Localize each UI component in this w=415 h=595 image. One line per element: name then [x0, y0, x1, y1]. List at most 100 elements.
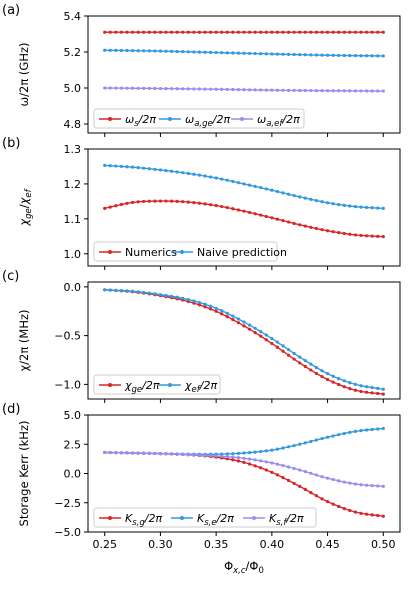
- data-point: [125, 451, 129, 455]
- data-point: [359, 389, 363, 394]
- data-point: [236, 451, 241, 455]
- data-point: [325, 435, 330, 439]
- data-point: [348, 387, 352, 391]
- data-point: [197, 303, 202, 307]
- y-tick-label: 2.5: [64, 438, 82, 451]
- data-point: [220, 51, 224, 55]
- data-point: [208, 304, 213, 308]
- data-point: [108, 86, 112, 90]
- data-point: [259, 449, 263, 454]
- y-tick-label: 5.2: [64, 46, 82, 59]
- data-point: [192, 30, 196, 34]
- data-point: [286, 445, 291, 449]
- data-point: [364, 54, 369, 58]
- data-point: [247, 462, 252, 466]
- legend-marker: [168, 117, 172, 121]
- data-point: [114, 164, 118, 168]
- data-point: [348, 53, 352, 58]
- data-point: [203, 87, 207, 91]
- data-point: [342, 506, 346, 511]
- data-point: [314, 30, 319, 34]
- data-point: [236, 317, 241, 321]
- data-point: [175, 452, 179, 456]
- data-point: [342, 203, 346, 207]
- data-point: [158, 30, 163, 34]
- data-point: [264, 88, 268, 92]
- data-point: [119, 288, 124, 293]
- data-point: [186, 30, 190, 34]
- data-point: [281, 52, 285, 56]
- data-point: [164, 87, 168, 91]
- legend-box: [93, 507, 317, 528]
- data-point: [242, 209, 246, 213]
- data-point: [169, 199, 174, 203]
- data-point: [147, 49, 151, 53]
- data-point: [192, 50, 196, 54]
- y-tick-label: −2.5: [54, 497, 81, 510]
- data-point: [353, 382, 358, 386]
- data-point: [253, 51, 257, 56]
- data-point: [337, 479, 341, 483]
- data-point: [337, 504, 341, 509]
- data-point: [364, 89, 369, 93]
- data-point: [376, 484, 380, 488]
- data-point: [298, 361, 302, 365]
- data-point: [320, 89, 324, 93]
- data-point: [175, 87, 179, 91]
- data-point: [125, 86, 129, 90]
- series-2: [103, 48, 385, 58]
- data-point: [309, 439, 313, 444]
- data-point: [381, 30, 385, 34]
- data-point: [220, 309, 224, 313]
- data-point: [231, 51, 235, 55]
- y-tick-label: 4.8: [64, 118, 82, 131]
- data-point: [270, 52, 274, 56]
- data-point: [225, 51, 229, 55]
- data-point: [286, 353, 291, 357]
- data-point: [197, 453, 202, 457]
- series-line: [104, 427, 384, 456]
- data-point: [381, 392, 385, 396]
- data-point: [292, 357, 296, 361]
- data-point: [270, 448, 274, 452]
- data-point: [169, 87, 174, 91]
- data-point: [364, 234, 369, 238]
- y-tick-label: 0.0: [64, 468, 82, 481]
- data-point: [298, 88, 302, 93]
- data-point: [370, 30, 374, 34]
- data-point: [309, 490, 313, 495]
- data-point: [214, 50, 218, 55]
- data-point: [214, 30, 218, 34]
- data-point: [242, 460, 246, 464]
- data-point: [225, 311, 229, 315]
- series-2: [103, 163, 385, 210]
- axes-frame: [87, 148, 401, 267]
- data-point: [247, 451, 252, 455]
- data-point: [203, 302, 207, 306]
- data-point: [264, 333, 268, 337]
- data-point: [259, 30, 263, 34]
- series-1: [103, 199, 385, 239]
- data-point: [197, 300, 202, 305]
- data-point: [231, 87, 235, 92]
- data-point: [348, 481, 352, 485]
- data-point: [142, 86, 146, 90]
- data-point: [136, 166, 140, 170]
- data-point: [264, 52, 268, 56]
- data-point: [320, 497, 324, 501]
- data-point: [264, 468, 268, 472]
- data-point: [242, 324, 246, 328]
- data-point: [125, 201, 129, 205]
- data-point: [192, 172, 196, 176]
- data-point: [175, 170, 179, 174]
- series-2: [103, 288, 385, 391]
- data-point: [208, 175, 213, 179]
- data-point: [153, 167, 157, 171]
- data-point: [220, 454, 224, 458]
- data-point: [125, 48, 129, 53]
- data-point: [376, 54, 380, 58]
- data-point: [325, 53, 330, 57]
- data-point: [325, 89, 330, 93]
- data-point: [325, 476, 330, 480]
- data-point: [197, 173, 202, 177]
